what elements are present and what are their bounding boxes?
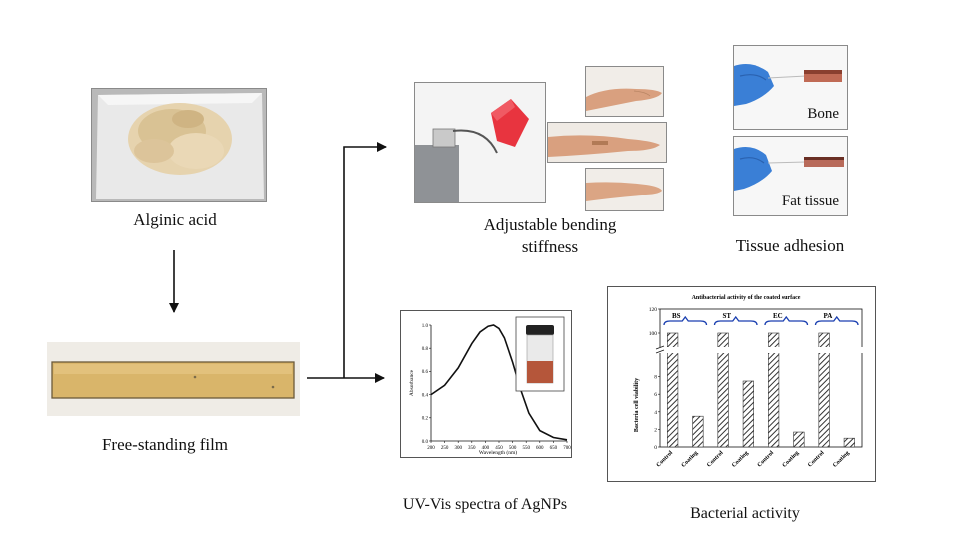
uvvis-y-tick-label: 0.6 bbox=[422, 370, 429, 375]
bacteria-plot-frame bbox=[660, 309, 862, 447]
uvvis-y-tick-label: 0.4 bbox=[422, 393, 429, 398]
uvvis-x-tick-label: 250 bbox=[441, 446, 449, 451]
bacteria-x-tick-label: Coating bbox=[681, 450, 700, 469]
bacteria-group-bracket bbox=[765, 317, 808, 325]
bacteria-group-label: BS bbox=[672, 312, 681, 320]
bacteria-group-label: ST bbox=[723, 312, 732, 320]
bending-label-line1: Adjustable bending bbox=[460, 214, 640, 236]
bacteria-x-tick-label: Control bbox=[656, 450, 675, 469]
finger-photo-3 bbox=[585, 168, 664, 211]
fat-tissue-photo: Fat tissue bbox=[733, 136, 848, 216]
bacteria-x-tick-label: Control bbox=[807, 450, 826, 469]
uvvis-y-tick-label: 0.0 bbox=[422, 440, 429, 445]
bacteria-y-tick-label: 6 bbox=[654, 392, 657, 398]
uvvis-y-tick-label: 0.2 bbox=[422, 417, 429, 422]
alginic-acid-label: Alginic acid bbox=[100, 209, 250, 231]
uvvis-x-tick-label: 350 bbox=[468, 446, 476, 451]
uvvis-xlabel: Wavelength (nm) bbox=[479, 449, 517, 456]
bacteria-y-tick-label: 2 bbox=[654, 427, 657, 433]
bacteria-chart: Antibacterial activity of the coated sur… bbox=[608, 287, 875, 481]
uvvis-x-tick-label: 600 bbox=[536, 446, 544, 451]
bacteria-bar-break bbox=[717, 347, 730, 353]
uvvis-ylabel: Absorbance bbox=[409, 369, 415, 396]
uvvis-x-tick-label: 200 bbox=[427, 446, 435, 451]
bacterial-activity-label: Bacterial activity bbox=[660, 503, 830, 525]
bone-photo: Bone bbox=[733, 45, 848, 130]
bacteria-bar bbox=[844, 438, 855, 447]
arrow-to-bending bbox=[344, 147, 386, 378]
bacteria-y-tick-label: 4 bbox=[654, 410, 657, 416]
bacteria-bar bbox=[693, 416, 704, 447]
bacteria-ylabel: Bacteria cell viability bbox=[634, 378, 640, 432]
bacteria-x-tick-label: Coating bbox=[731, 450, 750, 469]
uvvis-x-tick-label: 650 bbox=[550, 446, 558, 451]
uvvis-y-tick-label: 1.0 bbox=[422, 324, 429, 329]
bacteria-x-tick-label: Control bbox=[706, 450, 725, 469]
film-label: Free-standing film bbox=[70, 434, 260, 456]
fat-tissue-label: Fat tissue bbox=[782, 193, 839, 210]
bacteria-group-label: PA bbox=[824, 312, 833, 320]
bacteria-group-bracket bbox=[715, 317, 758, 325]
finger-photo-2 bbox=[547, 122, 667, 163]
bacteria-bar-break bbox=[666, 347, 679, 353]
uvvis-label: UV-Vis spectra of AgNPs bbox=[390, 494, 580, 516]
bacteria-y-tick-label: 8 bbox=[654, 375, 657, 381]
bacteria-bar-break bbox=[767, 347, 780, 353]
bacteria-bar bbox=[743, 381, 754, 447]
bacteria-group-bracket bbox=[664, 317, 707, 325]
tissue-adhesion-label: Tissue adhesion bbox=[710, 235, 870, 257]
alginic-acid-photo bbox=[91, 88, 267, 202]
bacteria-x-tick-label: Control bbox=[757, 450, 776, 469]
bacteria-y-tick-label: 100 bbox=[649, 331, 658, 337]
uvvis-chart: 200 250 300 350 400 450 500 550 600 650 7000.00.20… bbox=[401, 311, 571, 457]
uvvis-chart-frame: 200 250 300 350 400 450 500 550 600 650 700 0.0 0.2 0… bbox=[400, 310, 572, 458]
bending-main-photo bbox=[414, 82, 546, 203]
uvvis-x-tick-label: 300 bbox=[454, 446, 462, 451]
vial-inset bbox=[516, 317, 564, 391]
uvvis-x-tick-label: 700 bbox=[563, 446, 571, 451]
bending-label-line2: stiffness bbox=[460, 236, 640, 258]
bacteria-group-label: EC bbox=[773, 312, 783, 320]
finger-photo-1 bbox=[585, 66, 664, 117]
uvvis-x-tick-label: 550 bbox=[522, 446, 530, 451]
bacteria-y-tick-label: 120 bbox=[649, 307, 658, 313]
bacteria-x-tick-label: Coating bbox=[782, 450, 801, 469]
uvvis-y-tick-label: 0.8 bbox=[422, 347, 429, 352]
bacteria-bar-break bbox=[818, 347, 831, 353]
bacteria-axis-break bbox=[656, 347, 866, 353]
bone-label: Bone bbox=[807, 106, 839, 123]
bacteria-y-tick-label: 0 bbox=[654, 445, 657, 451]
bacteria-group-bracket bbox=[816, 317, 859, 325]
bacteria-chart-title: Antibacterial activity of the coated sur… bbox=[692, 295, 801, 301]
film-photo bbox=[47, 342, 300, 416]
bacteria-chart-frame: Antibacterial activity of the coated sur… bbox=[607, 286, 876, 482]
bacteria-bar bbox=[794, 432, 805, 447]
bacteria-x-tick-label: Coating bbox=[832, 450, 851, 469]
